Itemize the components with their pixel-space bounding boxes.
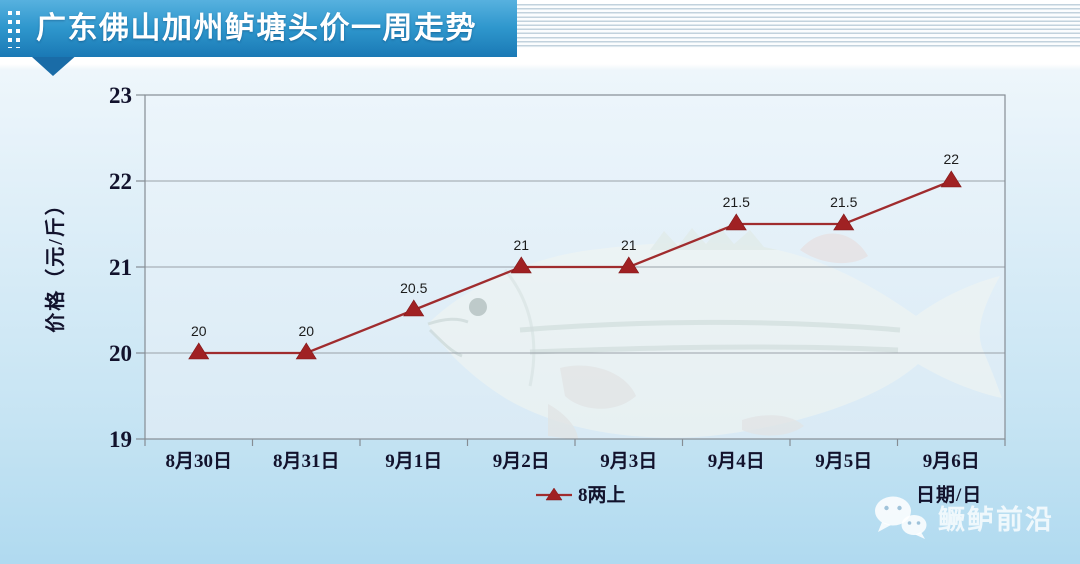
data-point-marker xyxy=(510,256,532,274)
y-tick-label: 22 xyxy=(109,169,132,194)
data-point-label: 20.5 xyxy=(400,280,427,296)
x-tick-label: 9月2日 xyxy=(493,451,550,472)
data-point-marker xyxy=(725,213,747,231)
y-tick-label: 21 xyxy=(109,255,132,280)
pinstripe-decoration xyxy=(517,4,1080,48)
data-point-label: 21 xyxy=(621,237,637,253)
y-tick-label: 23 xyxy=(109,83,132,108)
title-banner: 广东佛山加州鲈塘头价一周走势 xyxy=(0,0,517,57)
legend-marker-icon xyxy=(536,487,572,500)
dotted-decoration xyxy=(8,11,12,48)
x-tick-label: 9月1日 xyxy=(385,451,442,472)
fish-image xyxy=(427,227,1002,440)
data-point-label: 21.5 xyxy=(830,194,857,210)
x-tick-label: 9月5日 xyxy=(815,451,872,472)
data-point-label: 22 xyxy=(943,151,959,167)
chart-title: 广东佛山加州鲈塘头价一周走势 xyxy=(36,12,477,45)
data-point-marker xyxy=(188,342,210,360)
x-tick-label: 9月4日 xyxy=(708,451,765,472)
wechat-icon xyxy=(875,496,927,539)
legend: 8两上 xyxy=(536,480,626,507)
data-point-marker xyxy=(403,299,425,317)
dotted-decoration xyxy=(16,11,20,48)
x-tick-label: 8月30日 xyxy=(165,451,232,472)
data-point-label: 21.5 xyxy=(723,194,750,210)
legend-label: 8两上 xyxy=(578,485,626,506)
y-tick-label: 20 xyxy=(109,341,132,366)
y-axis-label: 价格（元/斤） xyxy=(45,193,67,333)
x-tick-label: 9月3日 xyxy=(600,451,657,472)
data-point-marker xyxy=(295,342,317,360)
x-tick-label: 8月31日 xyxy=(273,451,340,472)
watermark: 鳜鲈前沿 xyxy=(872,494,1054,540)
data-point-marker xyxy=(618,256,640,274)
data-point-marker xyxy=(940,170,962,188)
data-point-label: 21 xyxy=(513,237,529,253)
x-axis-label: 日期/日 xyxy=(916,485,983,506)
y-tick-label: 19 xyxy=(109,427,132,452)
data-point-label: 20 xyxy=(298,323,314,339)
data-point-marker xyxy=(833,213,855,231)
x-tick-label: 9月6日 xyxy=(923,451,980,472)
watermark-label: 鳜鲈前沿 xyxy=(938,504,1054,535)
series-line xyxy=(198,179,952,355)
data-point-label: 20 xyxy=(191,323,207,339)
